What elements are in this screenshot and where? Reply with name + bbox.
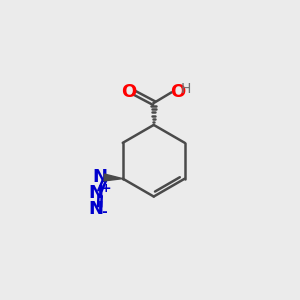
Text: H: H: [181, 82, 191, 96]
Text: +: +: [100, 182, 111, 195]
Polygon shape: [104, 174, 123, 181]
Text: N: N: [88, 200, 103, 218]
Text: N: N: [88, 184, 104, 202]
Text: O: O: [170, 83, 186, 101]
Text: N: N: [93, 168, 108, 186]
Text: -: -: [101, 205, 107, 219]
Text: O: O: [122, 83, 137, 101]
